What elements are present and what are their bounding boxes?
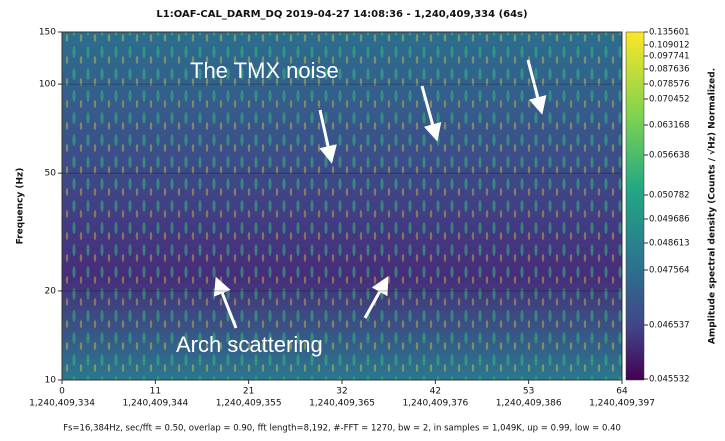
colorbar-tick-label: 0.109012: [649, 41, 690, 51]
x-tick-sublabel: 1,240,409,334: [29, 399, 95, 409]
x-tick-label: 11: [150, 387, 161, 397]
arrow: [420, 85, 442, 142]
chart-title: L1:OAF-CAL_DARM_DQ 2019-04-27 14:08:36 -…: [156, 9, 527, 20]
colorbar-label: Amplitude spectral density (Counts / √Hz…: [707, 68, 718, 344]
y-tick-label: 10: [45, 376, 57, 386]
x-tick-sublabel: 1,240,409,397: [589, 399, 655, 409]
arrow: [363, 276, 389, 319]
x-tick-label: 53: [523, 387, 534, 397]
arrow: [526, 59, 547, 115]
colorbar-tick-label: 0.070452: [649, 95, 690, 105]
arrow: [213, 276, 238, 329]
colorbar-tick-label: 0.097741: [649, 52, 690, 62]
y-tick-label: 150: [39, 28, 56, 38]
footer: Fs=16,384Hz, sec/fft = 0.50, overlap = 0…: [63, 424, 621, 434]
colorbar-tick-label: 0.045532: [649, 375, 690, 385]
colorbar-tick-label: 0.056638: [649, 151, 690, 161]
colorbar-tick-label: 0.087636: [649, 65, 690, 75]
colorbar-tick-label: 0.046537: [649, 321, 690, 331]
annotation: Arch scattering: [176, 332, 323, 357]
colorbar-tick-label: 0.135601: [649, 28, 690, 38]
x-tick-sublabel: 1,240,409,386: [496, 399, 562, 409]
colorbar-tick-label: 0.078576: [649, 80, 690, 90]
spectrogram-texture: [62, 32, 622, 380]
colorbar-tick-label: 0.050782: [649, 191, 690, 201]
colorbar-tick-label: 0.049686: [649, 215, 690, 225]
colorbar: [625, 31, 645, 381]
y-tick-label: 100: [39, 80, 56, 90]
x-tick-label: 64: [616, 387, 628, 397]
x-tick-sublabel: 1,240,409,344: [122, 399, 188, 409]
x-tick-label: 21: [243, 387, 254, 397]
colorbar-tick-label: 0.048613: [649, 239, 690, 249]
x-tick-sublabel: 1,240,409,365: [309, 399, 375, 409]
y-axis-label: Frequency (Hz): [16, 168, 26, 245]
arrow: [318, 109, 337, 164]
annotation: The TMX noise: [190, 58, 339, 83]
x-tick-sublabel: 1,240,409,376: [402, 399, 468, 409]
x-tick-label: 42: [430, 387, 441, 397]
x-tick-label: 0: [59, 387, 65, 397]
x-tick-label: 32: [336, 387, 347, 397]
y-tick-label: 20: [45, 286, 57, 296]
colorbar-tick-label: 0.063168: [649, 121, 690, 131]
colorbar-tick-label: 0.047564: [649, 266, 690, 276]
x-tick-sublabel: 1,240,409,355: [216, 399, 282, 409]
y-tick-label: 50: [45, 169, 57, 179]
